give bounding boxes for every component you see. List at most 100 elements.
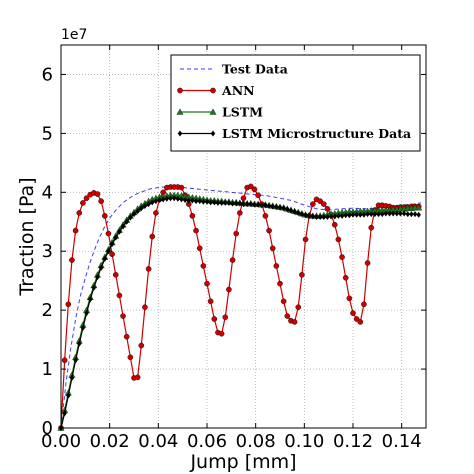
data-point bbox=[142, 202, 148, 209]
data-point bbox=[274, 204, 279, 211]
data-point bbox=[208, 199, 213, 206]
data-point bbox=[69, 257, 75, 263]
data-point bbox=[288, 207, 294, 214]
data-point bbox=[357, 319, 364, 325]
data-point bbox=[266, 227, 272, 234]
data-point bbox=[204, 198, 210, 205]
data-point bbox=[116, 292, 123, 299]
series-3 bbox=[58, 195, 421, 431]
data-point bbox=[358, 211, 363, 218]
data-point bbox=[299, 271, 305, 278]
data-point bbox=[223, 199, 228, 206]
data-point bbox=[134, 374, 141, 381]
y-tick-label: 4 bbox=[42, 182, 53, 203]
data-point bbox=[237, 200, 243, 207]
axis-ticks: 0.00 0.02 0.04 0.06 0.08 0.10 0.12 0.14 0 1 2 3 4 5 6 bbox=[41, 45, 426, 452]
data-point bbox=[196, 245, 203, 252]
x-axis-label: Jump [mm] bbox=[189, 451, 296, 473]
data-point bbox=[190, 197, 195, 204]
data-point bbox=[331, 221, 338, 228]
data-point bbox=[128, 214, 133, 221]
data-point bbox=[335, 236, 342, 243]
data-point bbox=[336, 212, 341, 219]
data-point bbox=[186, 197, 191, 204]
legend-label: LSTM bbox=[222, 105, 263, 120]
x-tick-label: 0.00 bbox=[41, 431, 81, 452]
data-point bbox=[193, 227, 199, 234]
data-point bbox=[255, 201, 261, 208]
data-point bbox=[321, 214, 327, 221]
data-point bbox=[168, 195, 173, 202]
data-point bbox=[342, 274, 349, 281]
legend-marker bbox=[210, 87, 216, 94]
data-point bbox=[120, 313, 126, 319]
data-point bbox=[343, 212, 348, 219]
data-point bbox=[364, 260, 371, 266]
data-point bbox=[135, 208, 140, 215]
data-point bbox=[409, 211, 414, 218]
data-point bbox=[314, 214, 319, 221]
data-point bbox=[87, 296, 93, 303]
data-point bbox=[284, 313, 291, 319]
data-point bbox=[182, 196, 188, 203]
y-tick-label: 3 bbox=[42, 241, 53, 262]
data-point bbox=[405, 211, 410, 218]
data-point bbox=[394, 210, 400, 217]
data-point bbox=[376, 211, 381, 218]
data-point bbox=[65, 301, 72, 308]
data-point bbox=[270, 203, 275, 210]
data-point bbox=[73, 357, 78, 364]
data-point bbox=[347, 212, 352, 219]
data-point bbox=[83, 195, 90, 201]
data-point bbox=[317, 198, 323, 204]
legend: Test Data ANN LSTM LSTM Microstructure Data bbox=[170, 54, 421, 152]
data-point bbox=[280, 298, 287, 305]
data-point bbox=[124, 218, 129, 225]
data-point bbox=[299, 211, 305, 218]
data-point bbox=[175, 195, 181, 202]
data-point bbox=[229, 257, 236, 263]
data-point bbox=[248, 201, 254, 208]
legend-label: Test Data bbox=[222, 62, 288, 77]
series-1 bbox=[58, 183, 422, 431]
data-point bbox=[171, 195, 177, 202]
data-point bbox=[112, 271, 119, 278]
series-line bbox=[60, 186, 422, 429]
data-point bbox=[390, 210, 396, 217]
data-point bbox=[285, 206, 290, 213]
data-point bbox=[146, 201, 151, 208]
data-point bbox=[178, 184, 185, 191]
series-layer bbox=[57, 183, 423, 431]
data-point bbox=[292, 208, 297, 215]
legend-marker bbox=[210, 130, 216, 137]
data-point bbox=[215, 199, 221, 206]
x-tick-label: 0.06 bbox=[187, 431, 227, 452]
y-tick-label: 2 bbox=[42, 300, 53, 321]
data-point bbox=[310, 213, 316, 220]
data-point bbox=[353, 316, 360, 322]
data-point bbox=[80, 200, 86, 206]
data-point bbox=[320, 201, 327, 207]
data-point bbox=[244, 201, 250, 208]
data-point bbox=[415, 204, 423, 211]
data-point bbox=[233, 200, 239, 207]
data-point bbox=[193, 198, 199, 205]
data-point bbox=[277, 280, 283, 287]
data-point bbox=[98, 198, 104, 204]
data-point bbox=[212, 199, 217, 206]
data-point bbox=[281, 205, 286, 212]
data-point bbox=[412, 211, 418, 218]
data-point bbox=[95, 274, 100, 281]
data-point bbox=[131, 211, 137, 218]
data-point bbox=[295, 304, 302, 311]
data-point bbox=[365, 211, 370, 218]
data-point bbox=[252, 201, 257, 208]
data-point bbox=[401, 210, 407, 217]
data-point bbox=[332, 213, 337, 220]
data-point bbox=[200, 263, 207, 269]
data-point bbox=[72, 227, 79, 234]
data-point bbox=[113, 234, 118, 241]
data-point bbox=[94, 191, 101, 197]
data-point bbox=[77, 340, 82, 347]
data-point bbox=[226, 199, 232, 206]
